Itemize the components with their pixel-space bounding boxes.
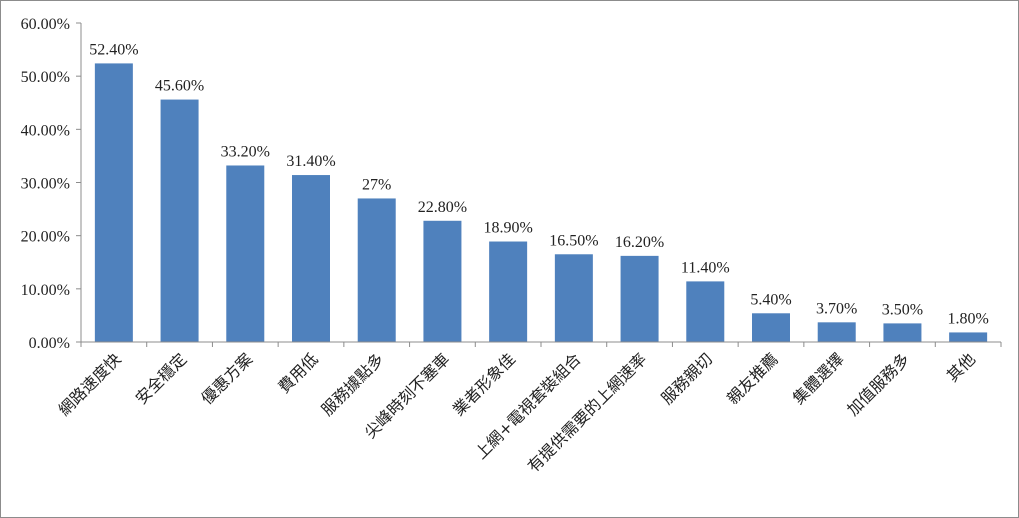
y-tick-label: 10.00% [21,282,70,299]
data-label: 3.70% [816,300,857,317]
data-label: 11.40% [681,259,730,276]
bar [752,313,790,342]
bar [489,241,528,342]
category-label: 加值服務多 [843,349,913,419]
data-label: 1.80% [947,310,988,327]
data-label: 31.40% [286,153,335,170]
data-labels: 52.40% 45.60% 33.20% 31.40% 27% 22.80% 18.90% 1… [89,41,989,327]
x-axis [80,341,1002,347]
y-axis: 0.00% 10.00% 20.00% 30.00% 40.00% 50.00% 60.00… [21,16,82,352]
bar [686,281,725,342]
bar [620,255,659,342]
y-tick-label: 30.00% [21,176,70,193]
category-label: 優惠方案 [197,349,256,408]
category-labels: 網路速度快 安全穩定 優惠方案 費用低服務據點多尖峰時刻不塞車業者形象佳上網+電視套裝… [55,349,979,476]
bar [226,165,265,342]
data-label: 18.90% [483,220,532,237]
y-tick-label: 0.00% [29,335,70,352]
bar [883,323,922,342]
category-label: 網路速度快 [55,349,125,419]
bar [160,99,199,342]
bar [817,322,856,342]
category-label: 服務據點多 [318,349,388,419]
category-label: 集體選擇 [789,349,848,408]
category-label: 安全穩定 [132,349,191,408]
category-label: 有提供需要的上網速率 [524,349,651,476]
y-tick-label: 40.00% [21,122,70,139]
data-label: 22.80% [418,199,467,216]
bar [94,63,133,342]
data-label: 33.20% [221,143,270,160]
data-label: 16.50% [549,232,598,249]
data-label: 27% [362,176,391,193]
category-label: 業者形象佳 [449,349,519,419]
data-label: 5.40% [750,291,791,308]
category-label: 親友推薦 [723,349,782,408]
bar [423,220,462,342]
data-label: 3.50% [882,301,923,318]
y-tick-label: 20.00% [21,229,70,246]
data-label: 52.40% [89,41,138,58]
category-label: 費用低 [274,349,321,396]
bars [94,63,988,342]
bar [554,254,593,342]
y-tick-label: 50.00% [21,69,70,86]
category-label: 服務親切 [657,349,716,408]
y-tick-label: 60.00% [21,16,70,33]
bar [292,175,330,342]
category-label: 其他 [943,349,979,385]
bar [357,198,396,342]
bar [949,332,988,342]
data-label: 16.20% [615,234,664,251]
data-label: 45.60% [155,78,204,95]
